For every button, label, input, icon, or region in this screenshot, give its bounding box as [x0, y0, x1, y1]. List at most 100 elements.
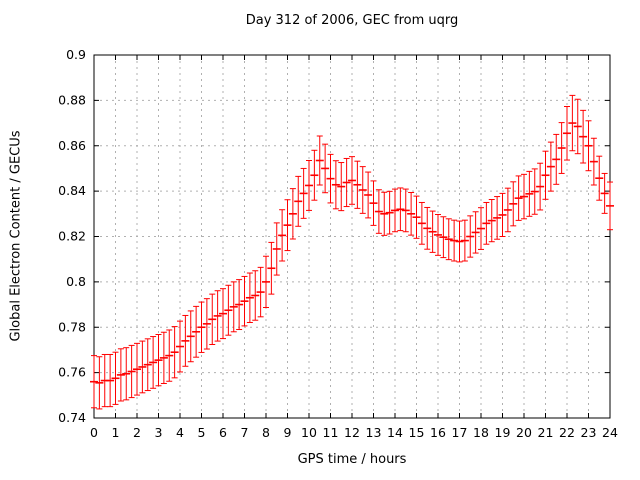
x-tick-label: 22: [559, 425, 575, 440]
error-bar: [525, 170, 534, 217]
error-bar: [369, 180, 378, 226]
error-bar: [224, 284, 233, 336]
x-tick-label: 12: [344, 425, 360, 440]
error-bar: [202, 298, 211, 350]
x-tick-label: 16: [430, 425, 446, 440]
error-bar: [477, 207, 485, 250]
error-bar: [288, 188, 297, 240]
error-bar: [450, 219, 459, 262]
error-bar: [428, 210, 437, 253]
error-bar: [170, 326, 179, 379]
error-bar: [326, 153, 335, 204]
error-bar: [321, 143, 330, 194]
error-bar: [423, 206, 432, 250]
x-tick-labels: 0 1 2 3 4 5 6 7 8 9 10 11 12 13 14 15 16 17 18 19 20 21 22 23 24: [90, 425, 618, 440]
error-bar: [401, 188, 410, 233]
x-axis-label: GPS time / hours: [297, 452, 407, 467]
error-bar: [466, 215, 475, 258]
y-tick-label: 0.88: [58, 92, 86, 107]
error-bar: [573, 98, 582, 155]
error-bar: [584, 120, 593, 172]
error-bar: [337, 162, 346, 212]
x-tick-label: 18: [473, 425, 489, 440]
error-bar: [262, 255, 270, 309]
error-bar: [111, 351, 120, 405]
y-tick-label: 0.84: [58, 183, 86, 198]
error-bar: [546, 141, 555, 192]
error-bar: [159, 331, 168, 385]
error-bar: [412, 195, 421, 239]
y-tick-label: 0.86: [58, 138, 86, 153]
error-bar: [310, 149, 319, 201]
error-bar: [509, 181, 518, 227]
error-bar: [127, 344, 136, 399]
x-tick-label: 10: [301, 425, 317, 440]
error-bar: [396, 187, 405, 232]
error-bar: [138, 340, 147, 394]
error-bar: [520, 173, 528, 220]
error-bar: [482, 201, 491, 245]
error-bar: [305, 159, 313, 211]
error-bar: [514, 175, 523, 221]
error-bar: [541, 150, 550, 200]
y-tick-label: 0.82: [58, 229, 86, 244]
error-bar: [315, 135, 324, 186]
y-tick-label: 0.76: [58, 365, 86, 380]
error-bar: [133, 342, 141, 396]
y-tick-label: 0.74: [58, 410, 86, 425]
error-bar: [299, 167, 308, 219]
error-bar: [439, 216, 448, 259]
error-bar: [165, 329, 174, 382]
x-tick-label: 6: [219, 425, 227, 440]
error-bar: [197, 301, 206, 353]
error-bar: [192, 305, 201, 358]
x-tick-label: 13: [366, 425, 382, 440]
chart-title: Day 312 of 2006, GEC from uqrg: [245, 13, 459, 28]
error-bar: [595, 155, 604, 201]
error-bar: [229, 281, 238, 333]
x-tick-label: 20: [516, 425, 532, 440]
x-tick-label: 1: [112, 425, 120, 440]
y-tick-labels: 0.74 0.76 0.78 0.8 0.82 0.84 0.86 0.88 0.9: [58, 47, 86, 425]
error-bar: [251, 270, 260, 321]
error-bar: [90, 355, 98, 409]
x-tick-label: 4: [176, 425, 184, 440]
x-tick-label: 9: [284, 425, 292, 440]
error-bar: [385, 190, 394, 235]
y-tick-label: 0.8: [66, 274, 86, 289]
error-bar: [154, 334, 163, 387]
x-tick-label: 7: [241, 425, 249, 440]
error-bar: [213, 290, 222, 342]
error-bar: [106, 353, 115, 408]
axis-ticks: [93, 54, 611, 419]
error-bar: [600, 172, 609, 214]
error-bar: [391, 188, 399, 233]
error-bars-series: [90, 94, 614, 410]
error-bar: [606, 181, 614, 231]
error-bar: [557, 122, 566, 174]
x-tick-label: 14: [387, 425, 403, 440]
error-bar: [434, 213, 442, 256]
error-bar: [364, 171, 373, 219]
error-bar: [235, 279, 244, 331]
x-tick-label: 19: [495, 425, 511, 440]
error-bar: [407, 191, 416, 236]
error-bar: [272, 222, 281, 276]
error-bar: [186, 310, 195, 363]
error-bar: [278, 209, 287, 262]
error-bar: [181, 314, 190, 367]
error-bar: [143, 338, 152, 392]
error-bar: [208, 293, 217, 345]
x-tick-label: 5: [198, 425, 206, 440]
x-tick-label: 24: [602, 425, 618, 440]
error-bar: [487, 199, 496, 243]
error-bar: [149, 336, 158, 389]
x-tick-label: 11: [323, 425, 339, 440]
x-tick-label: 0: [90, 425, 98, 440]
error-bar: [176, 320, 184, 373]
error-bar: [417, 201, 426, 245]
y-tick-label: 0.9: [66, 47, 86, 62]
x-tick-label: 15: [409, 425, 425, 440]
error-bar: [219, 288, 227, 340]
